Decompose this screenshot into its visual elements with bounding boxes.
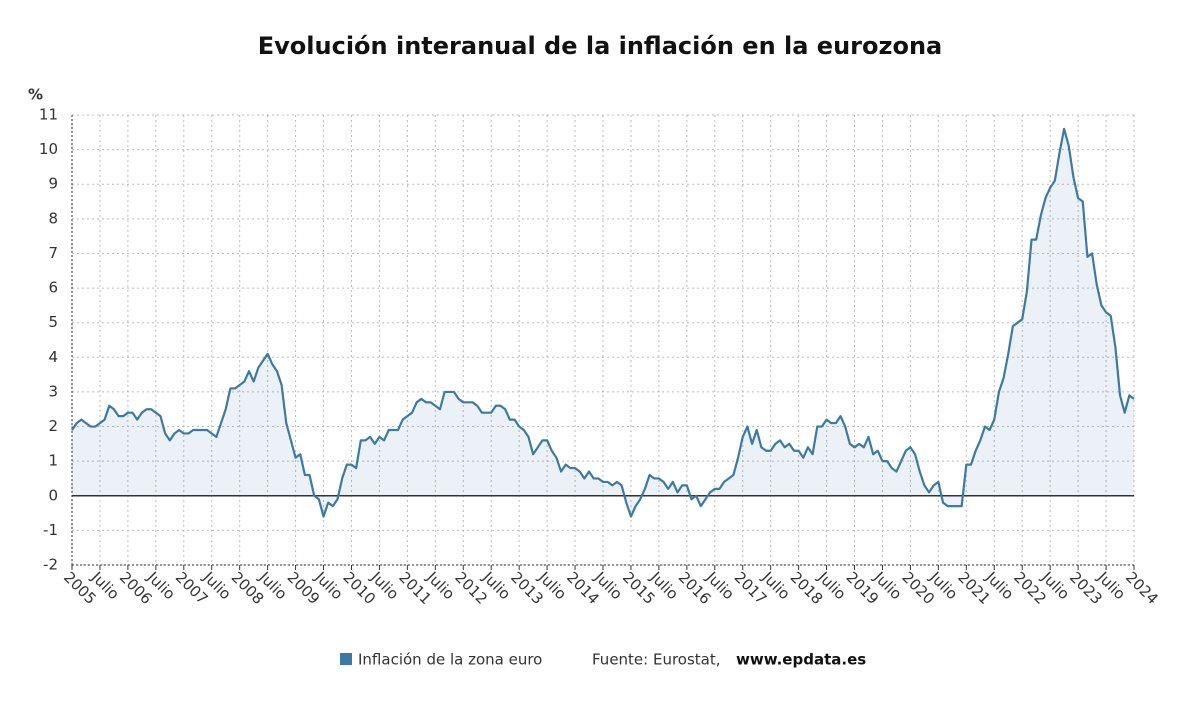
y-tick-label: -1 [43, 521, 58, 539]
area [72, 128, 1134, 517]
y-tick-label: 3 [48, 382, 58, 400]
y-tick-label: 4 [48, 348, 58, 366]
y-unit: % [28, 86, 43, 104]
legend-label: Inflación de la zona euro [358, 651, 542, 669]
y-tick-label: 5 [48, 313, 58, 331]
legend-swatch [340, 653, 352, 665]
y-tick-label: 9 [48, 175, 58, 193]
y-tick-label: 8 [48, 209, 58, 227]
legend: Inflación de la zona euro Fuente: Eurost… [340, 651, 866, 669]
y-tick-label: 0 [48, 486, 58, 504]
source: Fuente: Eurostat, [592, 651, 721, 669]
y-tick-label: 6 [48, 279, 58, 297]
chart-title: Evolución interanual de la inflación en … [258, 32, 942, 60]
y-tick-label: 2 [48, 417, 58, 435]
y-tick-label: -2 [43, 556, 58, 574]
y-tick-label: 10 [39, 140, 58, 158]
y-tick-label: 1 [48, 452, 58, 470]
y-tick-label: 7 [48, 244, 58, 262]
line [71, 127, 1135, 518]
source-site: www.epdata.es [736, 651, 866, 669]
y-tick-label: 11 [39, 106, 58, 124]
